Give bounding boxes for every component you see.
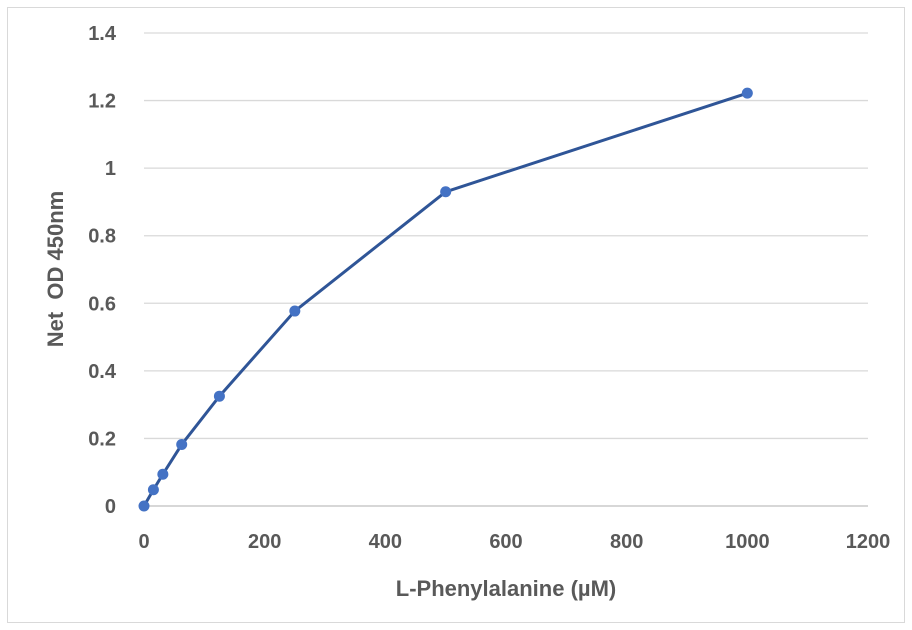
- chart-frame: [7, 7, 905, 623]
- x-axis-title: L-Phenylalanine (µM): [396, 576, 616, 601]
- gridlines: [144, 32, 868, 507]
- x-tick-label: 600: [489, 531, 522, 553]
- data-point: [440, 186, 452, 198]
- x-tick-label: 1200: [846, 531, 891, 553]
- y-tick-label: 0.8: [88, 226, 116, 248]
- series-line: [142, 91, 748, 507]
- data-point: [213, 390, 225, 402]
- data-point: [138, 500, 150, 512]
- y-tick-label: 1.2: [88, 91, 116, 113]
- data-point: [289, 305, 301, 317]
- y-tick-labels: 0 0.2 0.4 0.6 0.8 1 1.2 1.4: [88, 23, 117, 518]
- data-points: [138, 87, 753, 512]
- data-point: [741, 87, 753, 99]
- y-axis-title: Net OD 450nm: [43, 191, 68, 348]
- y-tick-label: 1: [105, 158, 116, 180]
- x-tick-label: 1000: [725, 531, 770, 553]
- x-tick-label: 200: [248, 531, 281, 553]
- data-point: [147, 484, 159, 496]
- x-tick-label: 800: [610, 531, 643, 553]
- y-tick-label: 0: [105, 496, 116, 518]
- data-point: [176, 439, 188, 451]
- x-tick-labels: 0 200 400 600 800 1000 1200: [138, 531, 890, 553]
- x-tick-label: 0: [138, 531, 149, 553]
- x-tick-label: 400: [369, 531, 402, 553]
- y-tick-label: 0.2: [88, 428, 116, 450]
- y-tick-label: 0.4: [88, 361, 117, 383]
- y-tick-label: 1.4: [88, 23, 117, 45]
- y-tick-label: 0.6: [88, 293, 116, 315]
- data-point: [157, 468, 169, 480]
